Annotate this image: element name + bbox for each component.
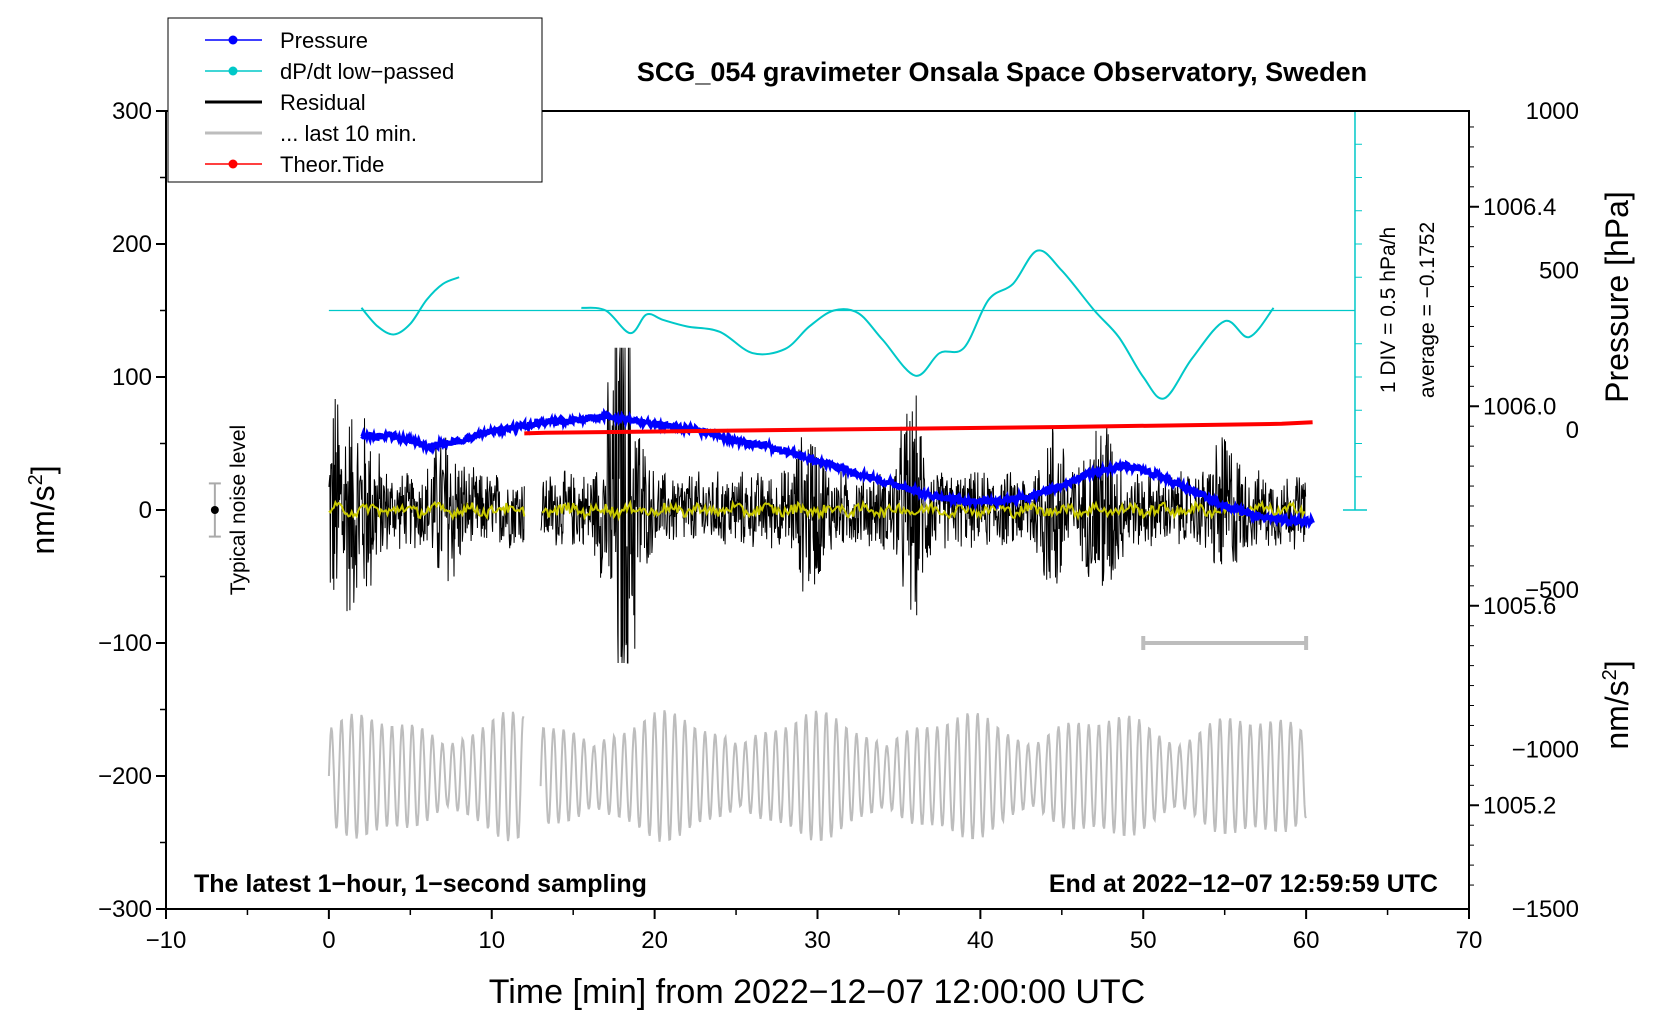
tide-tick-label: −1500 (1512, 896, 1579, 923)
dpdt-line-0 (360, 276, 460, 336)
y-tick-label: −200 (98, 763, 152, 790)
tide-tick-label: 500 (1539, 258, 1579, 285)
x-tick-label: 30 (804, 927, 831, 954)
y-tick-label: −100 (98, 630, 152, 657)
x-tick-label: 50 (1130, 927, 1157, 954)
tide-axis-title-bracket: ] (1599, 660, 1635, 669)
dpdt-scale-axis (1342, 110, 1367, 511)
y-tick-label: 0 (139, 497, 152, 524)
legend-marker-4 (228, 159, 238, 169)
residual-smoothed-line-1 (541, 499, 1306, 522)
last-10-min-line-0 (327, 711, 525, 842)
tide-tick-label: 1000 (1526, 98, 1579, 125)
last-10-min-range-bar (1141, 636, 1309, 650)
pressure-tick-label: 1005.6 (1483, 593, 1556, 620)
tide-axis-title-superscript: 2 (1599, 669, 1621, 680)
pressure-line-1 (360, 407, 1315, 530)
residual-smoothed-series (328, 499, 1306, 522)
y-axis-title-bracket: ] (25, 465, 61, 474)
dpdt-series (328, 249, 1355, 400)
dpdt-line-1 (581, 249, 1275, 400)
noise-level-label: Typical noise level (227, 425, 250, 595)
legend-label-4: Theor.Tide (280, 152, 384, 177)
tide-tick-label: −500 (1525, 577, 1579, 604)
y-axis-title: nm/s2] (25, 465, 61, 554)
pressure-tick-label: 1006.4 (1483, 194, 1556, 221)
residual-series (328, 347, 1307, 664)
x-axis: −10 0 10 20 30 40 50 60 70 (146, 909, 1483, 954)
y-tick-label: 200 (112, 231, 152, 258)
x-tick-label: 60 (1293, 927, 1320, 954)
tide-tick-label: −1000 (1512, 736, 1579, 763)
tide-axis-title-text: nm/s (1599, 680, 1635, 749)
y-tick-label: 300 (112, 98, 152, 125)
annotation-latest-hour: The latest 1−hour, 1−second sampling (194, 870, 647, 898)
last-10-min-line-1 (539, 710, 1307, 842)
dpdt-scale-label: 1 DIV = 0.5 hPa/h (1377, 227, 1400, 393)
dpdt-average-label: average = −0.1752 (1416, 222, 1439, 398)
legend: Pressure dP/dt low−passed Residual ... last… (167, 17, 543, 183)
residual-line-0 (328, 398, 525, 612)
y-axis-pressure: 1005.2 1005.6 1006.0 1006.4 (1469, 126, 1556, 886)
y-axis-title-text: nm/s (25, 485, 61, 554)
pressure-tick-label: 1006.0 (1483, 393, 1556, 420)
y-tick-label: −300 (98, 896, 152, 923)
x-axis-title: Time [min] from 2022−12−07 12:00:00 UTC (489, 973, 1145, 1011)
noise-level-marker (208, 482, 221, 538)
pressure-series (360, 407, 1315, 530)
y-axis-gravity: −300 −200 −100 0 100 200 300 (98, 98, 166, 923)
x-tick-label: 70 (1456, 927, 1483, 954)
y-axis-tide: −1500 −1000 −500 0 500 1000 (1512, 98, 1579, 923)
x-tick-label: −10 (146, 927, 187, 954)
legend-label-2: Residual (280, 90, 366, 115)
x-tick-label: 20 (641, 927, 668, 954)
y-tick-label: 100 (112, 364, 152, 391)
tide-line-1 (524, 420, 1313, 436)
tide-axis-title: nm/s2] (1599, 660, 1635, 749)
noise-point (210, 506, 219, 514)
y-axis-title-superscript: 2 (25, 474, 47, 485)
tide-tick-label: 0 (1566, 417, 1579, 444)
tide-series (524, 420, 1313, 436)
legend-label-0: Pressure (280, 28, 368, 53)
x-tick-label: 10 (478, 927, 505, 954)
pressure-tick-label: 1005.2 (1483, 792, 1556, 819)
legend-label-3: ... last 10 min. (280, 121, 417, 146)
x-tick-label: 0 (322, 927, 335, 954)
chart-title: SCG_054 gravimeter Onsala Space Observat… (637, 57, 1367, 87)
annotation-end-time: End at 2022−12−07 12:59:59 UTC (1049, 870, 1438, 898)
x-tick-label: 40 (967, 927, 994, 954)
residual-line-1 (540, 347, 1307, 664)
residual-smoothed-line-0 (328, 499, 526, 521)
legend-box (167, 17, 543, 183)
last-10-min-series (327, 710, 1307, 842)
pressure-axis-title: Pressure [hPa] (1599, 191, 1635, 403)
legend-marker-1 (228, 66, 238, 76)
legend-label-1: dP/dt low−passed (280, 59, 454, 84)
legend-marker-0 (228, 35, 238, 45)
